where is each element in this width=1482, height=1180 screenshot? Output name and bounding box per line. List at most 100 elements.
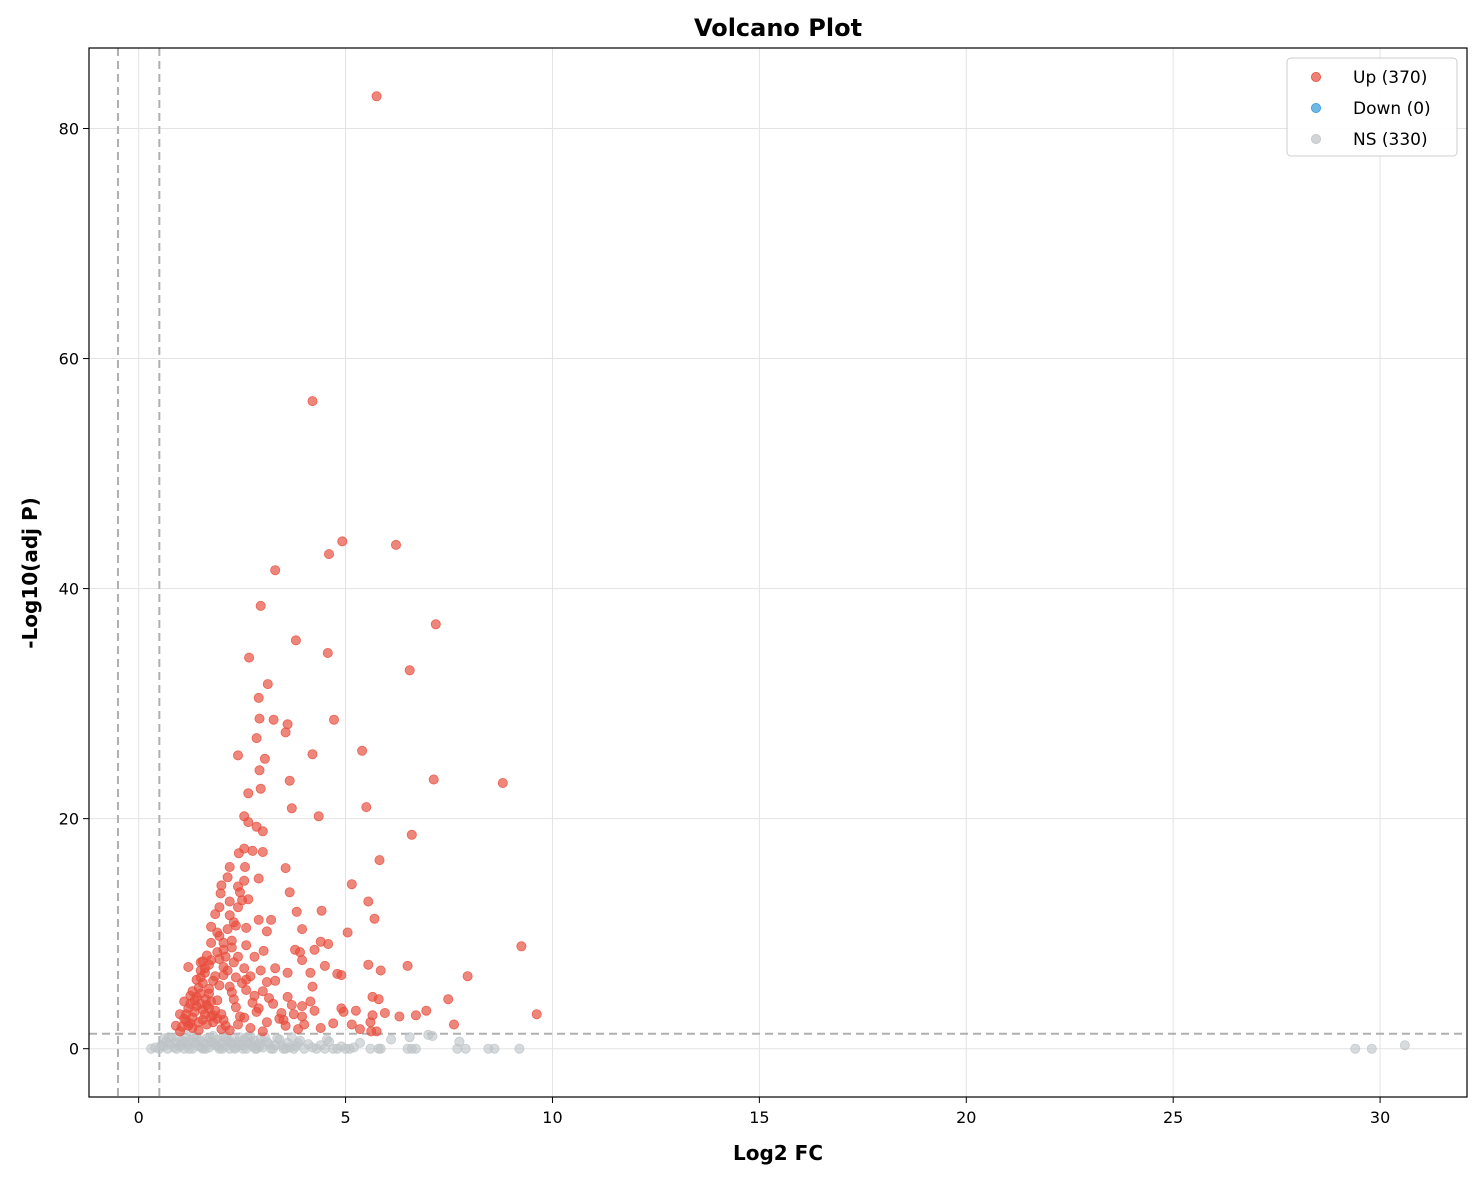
y-axis-title: -Log10(adj P) — [18, 497, 42, 649]
data-point — [497, 778, 508, 789]
legend-marker — [1311, 72, 1322, 83]
data-point — [206, 921, 217, 932]
data-point — [292, 1037, 303, 1048]
data-point — [410, 1010, 421, 1021]
data-point — [354, 1024, 365, 1035]
x-tick-label: 10 — [542, 1108, 562, 1127]
x-tick-label: 25 — [1163, 1108, 1183, 1127]
data-point — [297, 955, 308, 966]
data-point — [241, 922, 252, 933]
data-point — [337, 536, 348, 547]
data-point — [184, 1043, 195, 1054]
y-tick-label: 20 — [59, 810, 79, 829]
data-point — [257, 986, 268, 997]
data-point — [371, 91, 382, 102]
data-point — [282, 967, 293, 978]
data-point — [291, 906, 302, 917]
data-point — [489, 1043, 500, 1054]
data-point — [163, 1032, 174, 1043]
data-point — [257, 847, 268, 858]
data-point — [328, 1018, 339, 1029]
data-point — [514, 1043, 525, 1054]
data-point — [448, 1019, 459, 1030]
data-point — [297, 1011, 308, 1022]
data-point — [307, 749, 318, 760]
data-point — [357, 745, 368, 756]
data-point — [218, 937, 229, 948]
data-point — [253, 873, 264, 884]
grid — [89, 48, 1467, 1097]
data-point — [206, 1011, 217, 1022]
x-tick-label: 0 — [134, 1108, 144, 1127]
data-point — [254, 765, 265, 776]
legend-marker — [1311, 103, 1322, 114]
data-point — [430, 619, 441, 630]
data-point — [316, 905, 327, 916]
plot-frame — [88, 47, 1468, 1098]
data-point — [268, 1043, 279, 1054]
data-point — [232, 902, 243, 913]
data-point — [305, 967, 316, 978]
data-point — [374, 855, 385, 866]
data-point — [239, 963, 250, 974]
data-point — [363, 896, 374, 907]
data-point — [237, 1043, 248, 1054]
data-point — [386, 1034, 397, 1045]
data-point — [346, 1019, 357, 1030]
data-point — [297, 924, 308, 935]
data-point — [239, 862, 250, 873]
data-point — [443, 994, 454, 1005]
data-point — [226, 987, 237, 998]
data-point — [255, 783, 266, 794]
y-tick-label: 60 — [59, 350, 79, 369]
y-tick-label: 40 — [59, 580, 79, 599]
data-point — [266, 914, 277, 925]
data-point — [309, 944, 320, 955]
data-point — [421, 1005, 432, 1016]
data-point — [183, 962, 194, 973]
data-point — [346, 879, 357, 890]
data-point — [203, 983, 214, 994]
legend-label: Up (370) — [1353, 68, 1427, 88]
data-point — [394, 1011, 405, 1022]
data-point — [217, 1043, 228, 1054]
data-point — [305, 996, 316, 1007]
data-point — [224, 896, 235, 907]
x-tick-label: 15 — [749, 1108, 769, 1127]
data-point — [1350, 1043, 1361, 1054]
data-point — [462, 971, 473, 982]
data-point — [282, 991, 293, 1002]
data-point — [342, 927, 353, 938]
data-point — [297, 1001, 308, 1012]
data-point — [390, 539, 401, 550]
data-point — [278, 1014, 289, 1025]
data-point — [428, 774, 439, 785]
data-point — [284, 887, 295, 898]
data-point — [280, 863, 291, 874]
data-point — [257, 1026, 268, 1037]
data-point — [237, 978, 248, 989]
data-point — [239, 875, 250, 886]
chart-title: Volcano Plot — [694, 14, 862, 42]
data-point — [185, 990, 196, 1001]
y-tick-label: 80 — [59, 120, 79, 139]
data-point — [531, 1009, 542, 1020]
data-point — [286, 1000, 297, 1011]
data-point — [247, 845, 258, 856]
data-point — [255, 965, 266, 976]
data-point — [1399, 1040, 1410, 1051]
data-point — [253, 914, 264, 925]
data-point — [379, 1008, 390, 1019]
data-point — [191, 974, 202, 985]
data-point — [233, 848, 244, 859]
data-point — [268, 714, 279, 725]
data-point — [336, 970, 347, 981]
data-point — [245, 1023, 256, 1034]
data-point — [234, 1011, 245, 1022]
data-point — [249, 951, 260, 962]
data-point — [354, 1037, 365, 1048]
data-point — [427, 1031, 438, 1042]
data-point — [226, 942, 237, 953]
data-point — [255, 600, 266, 611]
data-point — [203, 959, 214, 970]
